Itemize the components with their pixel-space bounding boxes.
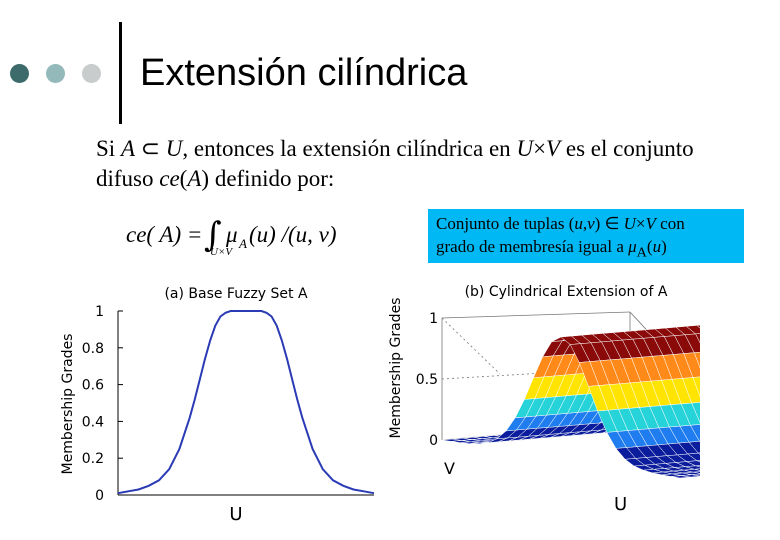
- chart-b-x-label: U: [614, 494, 627, 515]
- callout-line-1: Conjunto de tuplas (u,v) ∈ U×V con: [436, 214, 685, 233]
- definition-text: Si A ⊂ U, entonces la extensión cilíndri…: [96, 136, 694, 191]
- formula-mu: μ: [225, 222, 238, 247]
- chart-a-tick-label: 0: [95, 488, 104, 504]
- chart-b-surface: [441, 324, 700, 479]
- light-teal-dot: [46, 64, 65, 83]
- chart-a-x-label: U: [229, 504, 242, 525]
- decorative-dots: [10, 64, 110, 84]
- explanation-callout: Conjunto de tuplas (u,v) ∈ U×V con grado…: [428, 209, 744, 263]
- chart-a-series: [117, 310, 375, 495]
- chart-b-z-ticks: 00.51: [416, 311, 438, 449]
- chart-b-tick-label: 1: [429, 311, 438, 327]
- title-divider: [119, 22, 122, 124]
- chart-a-tick-label: 0.4: [82, 414, 104, 430]
- base-fuzzy-set-chart: (a) Base Fuzzy Set A 0 0.2 0.4 0.6 0.8 1 Memb…: [60, 286, 375, 525]
- chart-b-tick-label: 0: [429, 433, 438, 449]
- chart-a-tick-label: 1: [95, 304, 104, 320]
- formula-mu-subscript: A: [238, 236, 247, 251]
- grey-dot: [82, 64, 101, 83]
- callout-line-2: grado de membresía igual a μA(u): [436, 237, 667, 261]
- chart-a-tick-label: 0.8: [82, 341, 104, 357]
- cylindrical-extension-chart: (b) Cylindrical Extension of A 00.51 Mem…: [388, 284, 700, 515]
- chart-a-tick-label: 0.2: [82, 451, 104, 467]
- integral-subscript: U×V: [210, 246, 233, 258]
- chart-b-title: (b) Cylindrical Extension of A: [465, 284, 668, 300]
- page-title: Extensión cilíndrica: [140, 52, 468, 94]
- chart-a-title: (a) Base Fuzzy Set A: [164, 286, 308, 302]
- formula-lhs: ce( A) =: [126, 222, 202, 247]
- chart-a-axes: [117, 311, 374, 496]
- chart-b-z-label: Membership Grades: [388, 298, 404, 439]
- surface-patch: [670, 475, 691, 479]
- chart-a-y-label: Membership Grades: [60, 334, 76, 475]
- dark-teal-dot: [10, 64, 29, 83]
- chart-b-tick-label: 0.5: [416, 372, 438, 388]
- chart-b-y-label: V: [444, 459, 455, 478]
- formula-rhs: (u) /(u, v): [249, 222, 337, 247]
- chart-a-tick-label: 0.6: [82, 378, 104, 394]
- chart-a-series-line: [117, 310, 375, 495]
- integral-sign: ∫: [204, 215, 222, 255]
- cylindrical-extension-formula: ce( A) = ∫ U×V μ A (u) /(u, v): [126, 215, 337, 258]
- chart-a-y-ticks: 0 0.2 0.4 0.6 0.8 1: [82, 304, 123, 504]
